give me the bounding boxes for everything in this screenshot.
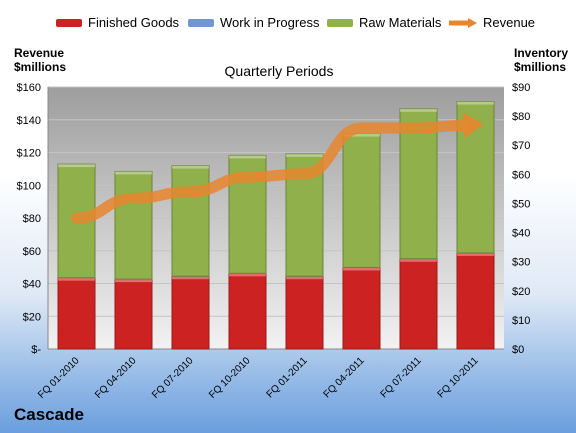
left-axis-tick-label: $120 [17,148,41,160]
right-axis-tick-label: $40 [512,228,530,240]
right-axis-tick-label: $90 [512,82,530,94]
right-axis-tick-label: $80 [512,111,530,123]
revenue-line [71,119,470,224]
legend-item-revenue: Revenue [449,15,535,30]
finished-goods-bar [228,272,267,350]
finished-goods-bar-highlight [457,252,494,256]
right-axis-tick-label: $60 [512,169,530,181]
x-axis-tick-label: FQ 01-2011 [265,355,310,400]
right-axis-tick-label: $30 [512,257,530,269]
revenue-point [247,176,248,178]
raw-materials-bar [171,165,210,277]
raw-materials-bar-highlight [229,155,266,159]
right-axis-tick-label: $50 [512,198,530,210]
finished-goods-bar [342,266,381,350]
left-axis-title: Revenue $millions [14,46,67,74]
right-axis-title: Inventory $millions [514,46,569,74]
left-axis-tick-label: $40 [23,279,41,291]
right-axis-tick-label: $0 [512,344,524,356]
revenue-point [418,127,419,129]
raw-materials-bar [399,108,438,260]
raw-materials-bar-highlight [400,108,437,112]
revenue-point [475,124,476,126]
finished-goods-bar [57,277,96,350]
revenue-point [190,191,191,193]
raw-materials-bar-highlight [58,164,95,168]
left-axis-tick-label: $100 [17,180,41,192]
finished-goods-bar [171,275,210,350]
revenue-point [133,197,134,199]
legend-label-revenue: Revenue [483,15,536,30]
revenue-line-swatch [449,17,477,28]
finished-goods-bar [114,278,153,350]
left-axis-tick-label: $60 [23,246,41,258]
revenue-line-layer [71,112,484,224]
right-axis-tick-label: $10 [512,315,530,327]
legend-label-work-in-progress: Work in Progress [220,15,320,30]
finished-goods-swatch [56,18,82,27]
x-axis-tick-label: FQ 01-2010 [36,355,82,401]
finished-goods-bar-highlight [343,267,380,271]
finished-goods-bar-highlight [115,279,152,283]
left-axis-tick-label: $- [31,344,41,356]
left-axis-tick-label: $80 [23,213,41,225]
revenue-arrowhead [462,112,484,139]
x-axis-tick-label: FQ 07-2011 [379,355,424,400]
finished-goods-bar [285,275,324,350]
right-axis-tick-label: $20 [512,286,530,298]
x-axis-tick-label: FQ 04-2011 [322,355,367,400]
legend: Finished Goods Work in Progress Raw Mate… [0,15,576,33]
raw-materials-bar-highlight [172,165,209,169]
right-axis-tick-label: $70 [512,140,530,152]
legend-item-finished-goods: Finished Goods [56,15,179,30]
revenue-point [361,127,362,129]
legend-item-work-in-progress: Work in Progress [188,15,319,30]
finished-goods-bar-highlight [172,276,209,280]
revenue-point [76,217,77,219]
work-in-progress-swatch [188,18,214,27]
raw-materials-bar [342,133,381,268]
left-axis-tick-label: $20 [23,311,41,323]
finished-goods-bar-highlight [286,276,323,280]
raw-materials-bar-highlight [286,153,323,157]
raw-materials-bar-highlight [115,171,152,175]
x-axis-tick-label: FQ 07-2010 [150,355,196,401]
company-name: Cascade [14,405,84,424]
chart-title: Quarterly Periods [225,63,334,79]
finished-goods-bar-highlight [58,277,95,281]
x-axis-tick-label: FQ 10-2011 [436,355,481,400]
left-axis-tick-label: $160 [17,82,41,94]
raw-materials-bar-highlight [343,133,380,137]
finished-goods-bar [399,258,438,350]
left-axis-tick-label: $140 [17,115,41,127]
legend-label-raw-materials: Raw Materials [359,15,442,30]
x-axis-tick-label: FQ 10-2010 [207,355,253,401]
finished-goods-bar-highlight [400,258,437,262]
raw-materials-bar [114,170,153,280]
legend-item-raw-materials: Raw Materials [327,15,441,30]
revenue-point [304,173,305,175]
finished-goods-bar-highlight [229,273,266,277]
finished-goods-bar [456,252,495,350]
legend-label-finished-goods: Finished Goods [88,15,180,30]
raw-materials-bar-highlight [457,101,494,105]
raw-materials-swatch [327,18,353,27]
x-axis-tick-label: FQ 04-2010 [93,355,139,401]
